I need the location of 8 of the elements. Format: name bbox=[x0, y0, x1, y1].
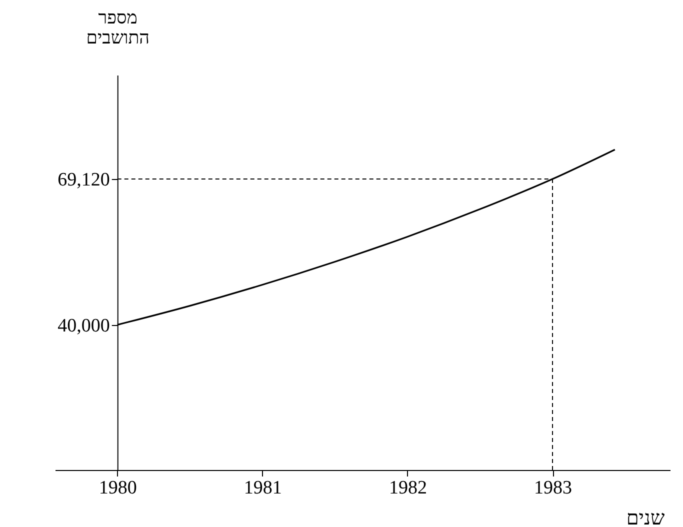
y-tick-label: 40,000 bbox=[58, 315, 110, 336]
x-axis-title: שנים bbox=[626, 508, 665, 527]
x-tick-label: 1981 bbox=[244, 478, 282, 498]
y-axis-title: מספר התושבים bbox=[86, 8, 150, 48]
x-tick-label: 1980 bbox=[98, 478, 137, 498]
y-tick-label: 69,120 bbox=[58, 170, 110, 191]
x-tick-label: 1982 bbox=[388, 478, 427, 498]
x-tick-label: 1983 bbox=[534, 478, 572, 498]
